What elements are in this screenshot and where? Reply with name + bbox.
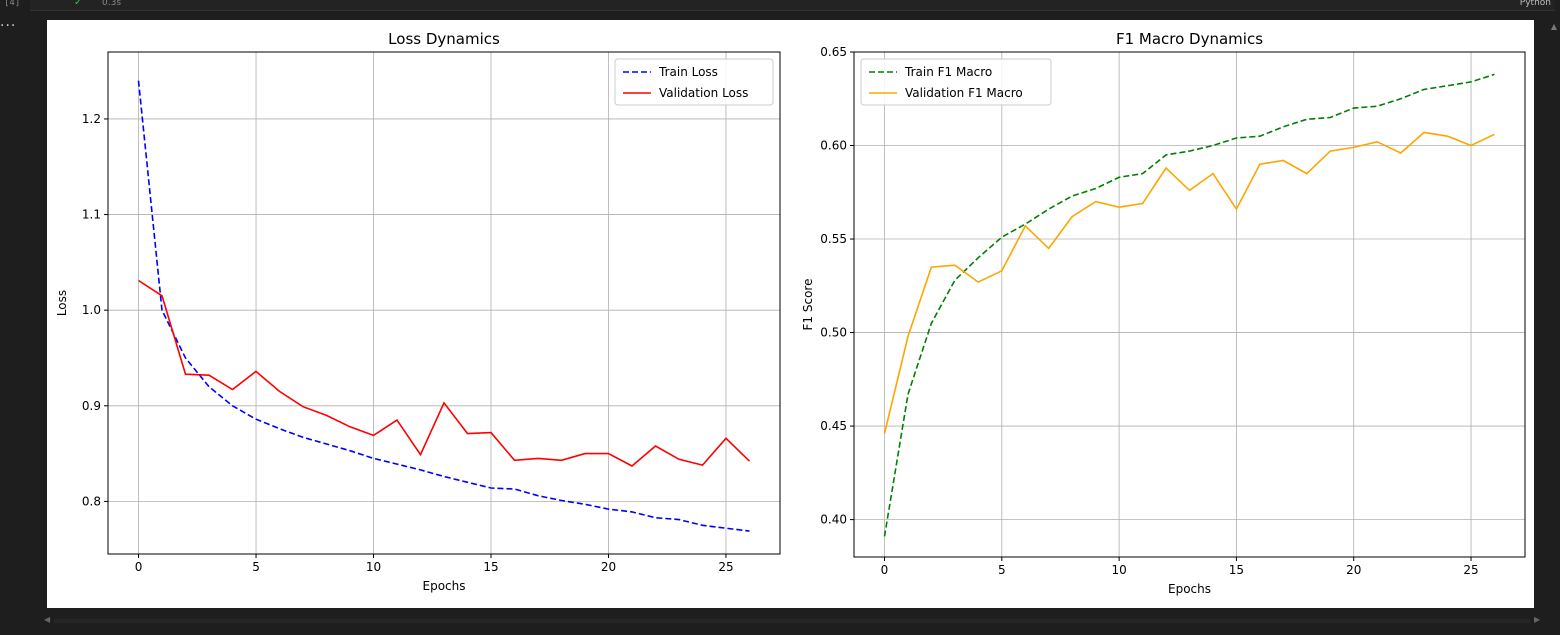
chart-title: Loss Dynamics — [388, 30, 500, 48]
series-line-0 — [137, 80, 750, 532]
chart-1: 0 5 10 15 20 25 0.40 0.45 0.50 0.55 0.60 0.65 F1 Mac… — [801, 30, 1526, 596]
y-tick-label: 1.1 — [82, 208, 101, 222]
x-axis-label: Epochs — [423, 579, 466, 593]
x-tick-label: 10 — [366, 560, 381, 574]
y-tick-label: 0.9 — [82, 399, 101, 413]
legend-label-0: Train F1 Macro — [904, 65, 992, 79]
plot-frame — [107, 51, 781, 555]
execution-time: 0.3s — [102, 0, 122, 8]
legend-box — [860, 58, 1052, 106]
cell-status-bar: ✓ 0.3s Python — [30, 0, 1555, 11]
kernel-selector[interactable]: Python — [1519, 0, 1551, 8]
y-tick-label: 0.40 — [820, 513, 847, 527]
y-tick-label: 0.45 — [820, 419, 847, 433]
cell-output: 0 5 10 15 20 25 0.8 0.9 1.0 1.1 1.2 Loss Dynamics Ep… — [47, 20, 1534, 608]
x-tick-label: 5 — [252, 560, 260, 574]
y-tick-label: 0.60 — [820, 139, 847, 153]
x-tick-label: 20 — [601, 560, 616, 574]
y-axis-label: Loss — [55, 290, 69, 316]
chart-0: 0 5 10 15 20 25 0.8 0.9 1.0 1.1 1.2 Loss Dynamics Ep… — [55, 30, 781, 593]
scroll-up-icon[interactable]: ▲ — [1550, 22, 1557, 31]
y-tick-label: 0.55 — [820, 232, 847, 246]
y-tick-label: 0.50 — [820, 326, 847, 340]
x-tick-label: 25 — [1463, 563, 1478, 577]
series-line-1 — [883, 131, 1495, 434]
x-tick-label: 0 — [881, 563, 889, 577]
y-axis-label: F1 Score — [801, 279, 815, 331]
y-tick-label: 1.2 — [82, 112, 101, 126]
x-axis-label: Epochs — [1168, 582, 1211, 596]
x-tick-label: 25 — [718, 560, 733, 574]
series-line-0 — [883, 73, 1495, 537]
y-tick-label: 0.65 — [820, 45, 847, 59]
scroll-left-icon[interactable]: ◀ — [44, 615, 51, 624]
more-actions-icon[interactable]: ... — [0, 14, 17, 30]
horizontal-scrollbar[interactable] — [54, 619, 1530, 623]
legend-box — [614, 58, 774, 106]
success-check-icon: ✓ — [74, 0, 83, 8]
y-tick-label: 1.0 — [82, 303, 101, 317]
x-tick-label: 0 — [135, 560, 143, 574]
plots-figure: 0 5 10 15 20 25 0.8 0.9 1.0 1.1 1.2 Loss Dynamics Ep… — [55, 30, 1526, 596]
chart-title: F1 Macro Dynamics — [1116, 30, 1263, 48]
x-tick-label: 10 — [1111, 563, 1126, 577]
series-line-1 — [138, 279, 751, 467]
plot-frame — [853, 51, 1526, 558]
x-tick-label: 20 — [1346, 563, 1361, 577]
legend-label-1: Validation F1 Macro — [905, 86, 1023, 100]
execution-count: [4] — [4, 0, 21, 8]
x-tick-label: 15 — [1229, 563, 1244, 577]
legend-label-0: Train Loss — [658, 65, 718, 79]
legend-label-1: Validation Loss — [659, 86, 748, 100]
x-tick-label: 15 — [483, 560, 498, 574]
scroll-right-icon[interactable]: ▶ — [1534, 615, 1541, 624]
x-tick-label: 5 — [998, 563, 1006, 577]
y-tick-label: 0.8 — [82, 494, 101, 508]
